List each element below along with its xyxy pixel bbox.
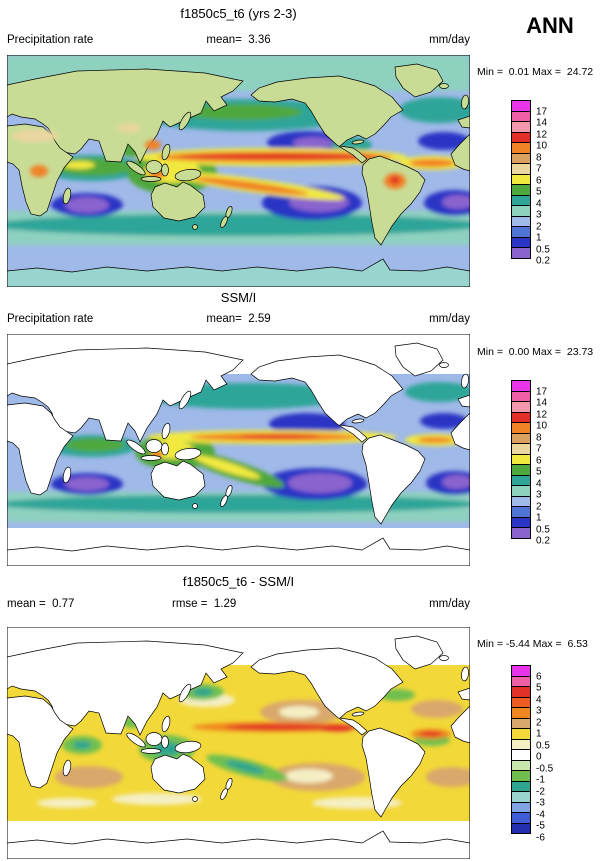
panel2-stats-row: Precipitation rate mean= 2.59 mm/day xyxy=(7,313,470,327)
diff-field xyxy=(37,684,470,809)
panel1-variable-label: Precipitation rate xyxy=(7,34,94,46)
panel1-title: f1850c5_t6 (yrs 2-3) xyxy=(180,6,297,21)
colorbar-tick: 12 xyxy=(536,409,548,420)
colorbar-tick: 7 xyxy=(536,443,542,455)
colorbar-tick: 2 xyxy=(536,717,542,728)
map-model-precip xyxy=(7,55,470,287)
panel1-units: mm/day xyxy=(429,34,470,46)
colorbar-tick: 7 xyxy=(536,163,542,175)
colorbar-tick: 17 xyxy=(536,106,548,117)
colorbar-tick: -4 xyxy=(536,809,545,820)
season-label: ANN xyxy=(526,13,574,38)
colorbar-tick: 5 xyxy=(536,466,542,478)
colorbar-tick: -0.5 xyxy=(536,763,554,774)
map-diff-precip xyxy=(7,627,470,859)
panel2-title: SSM/I xyxy=(220,290,257,305)
colorbar-tick: 3 xyxy=(536,705,542,717)
colorbar-tick: 10 xyxy=(536,420,548,432)
colorbar-tick: 3 xyxy=(536,489,542,501)
panel2-minmax: Min = 0.00 Max = 23.73 xyxy=(477,346,594,358)
colorbar-tick: 0.5 xyxy=(536,244,550,255)
colorbar-tick: 4 xyxy=(536,694,542,705)
colorbar-tick: 2 xyxy=(536,501,542,512)
colorbar-tick: 0.5 xyxy=(536,524,550,535)
colorbar-tick: 12 xyxy=(536,129,548,140)
colorbar-tick: 14 xyxy=(536,397,548,409)
colorbar-tick: 0.2 xyxy=(536,535,550,547)
panel3-units: mm/day xyxy=(429,598,470,610)
panel1-colorbar: 17 14 12 10 8 7 6 5 4 3 2 1 0.5 0.2 xyxy=(511,100,550,273)
panel2-colorbar: 17 14 12 10 8 7 6 5 4 3 2 1 0.5 0.2 xyxy=(511,380,550,553)
colorbar-tick: 6 xyxy=(536,671,542,682)
colorbar-tick: 0.2 xyxy=(536,255,550,267)
colorbar-tick: 4 xyxy=(536,198,542,209)
panel2-mean: mean= 2.59 xyxy=(206,313,271,325)
panel1-minmax: Min = 0.01 Max = 24.72 xyxy=(477,66,594,78)
map-obs-precip xyxy=(7,334,470,566)
colorbar-tick: 3 xyxy=(536,209,542,221)
panel3-stats-row: mean = 0.77 rmse = 1.29 mm/day xyxy=(7,598,470,612)
panel3-minmax: Min = -5.44 Max = 6.53 xyxy=(477,638,588,650)
panel3-mean: mean = 0.77 xyxy=(7,598,75,610)
colorbar-tick: 5 xyxy=(536,682,542,694)
colorbar-tick: -6 xyxy=(536,832,545,843)
panel1-stats-row: Precipitation rate mean= 3.36 mm/day xyxy=(7,34,470,48)
colorbar-tick: 6 xyxy=(536,175,542,186)
colorbar-tick: 4 xyxy=(536,478,542,489)
colorbar-segment xyxy=(511,527,531,539)
panel3-colorbar: 6 5 4 3 2 1 0.5 0 -0.5 -1 -2 -3 -4 -5 -6 xyxy=(511,665,553,849)
colorbar-tick: 8 xyxy=(536,152,542,163)
colorbar-tick: 2 xyxy=(536,221,542,232)
colorbar-tick: -3 xyxy=(536,797,545,809)
colorbar-tick: 1 xyxy=(536,728,542,740)
colorbar-tick: 0.5 xyxy=(536,740,550,751)
panel3-title: f1850c5_t6 - SSM/I xyxy=(182,574,295,589)
colorbar-tick: -5 xyxy=(536,820,545,832)
model-precip-field xyxy=(7,55,470,245)
colorbar-tick: 6 xyxy=(536,455,542,466)
model-land-precip-overlay xyxy=(12,124,406,189)
colorbar-tick: 14 xyxy=(536,117,548,129)
colorbar-tick: 0 xyxy=(536,751,542,763)
colorbar-tick: 10 xyxy=(536,140,548,152)
colorbar-segment xyxy=(511,247,531,259)
panel2-units: mm/day xyxy=(429,313,470,325)
colorbar-tick: 1 xyxy=(536,232,542,244)
colorbar-tick: -2 xyxy=(536,786,545,797)
colorbar-tick: 8 xyxy=(536,432,542,443)
colorbar-tick: 5 xyxy=(536,186,542,198)
colorbar-tick: 1 xyxy=(536,512,542,524)
colorbar-tick: -1 xyxy=(536,774,545,786)
panel2-variable-label: Precipitation rate xyxy=(7,313,94,325)
panel3-rmse: rmse = 1.29 xyxy=(172,598,237,610)
colorbar-tick: 17 xyxy=(536,386,548,397)
panel1-mean: mean= 3.36 xyxy=(206,34,271,46)
colorbar-segment xyxy=(511,822,531,834)
